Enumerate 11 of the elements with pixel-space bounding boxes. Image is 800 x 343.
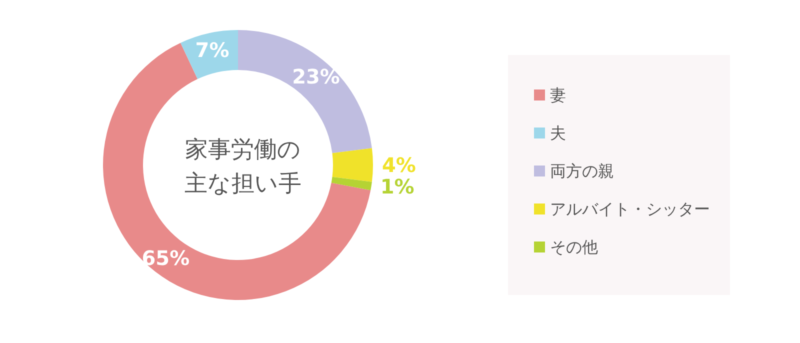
data-label: 4% (382, 153, 416, 177)
data-label: 7% (195, 38, 230, 62)
data-label: 65% (142, 246, 190, 270)
legend-label: 夫 (550, 124, 566, 142)
data-label: 1% (380, 174, 414, 198)
legend-label: アルバイト・シッター (550, 200, 710, 218)
text: 家事労働の主な担い手 (184, 137, 302, 197)
data-label: 23% (292, 64, 340, 88)
legend-label: その他 (550, 238, 598, 256)
legend-label: 妻 (550, 86, 566, 104)
legend-label: 両方の親 (550, 162, 614, 180)
